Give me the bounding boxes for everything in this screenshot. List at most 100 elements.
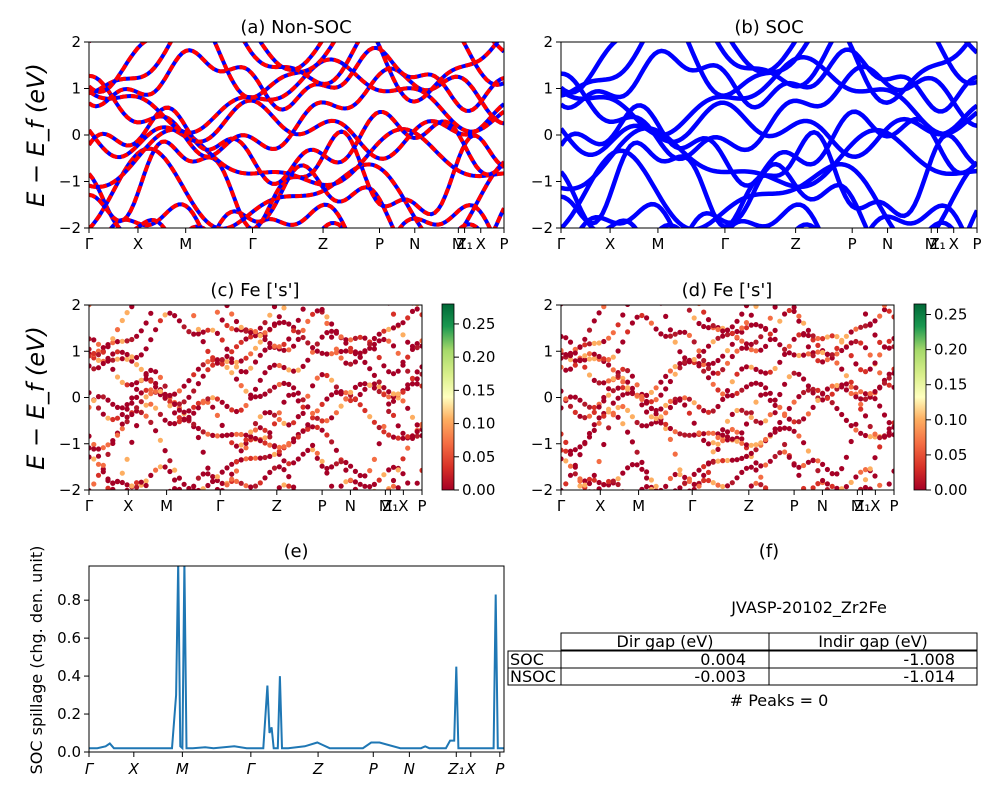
projection-point [319, 427, 325, 433]
projection-point [409, 376, 416, 382]
projection-point [648, 399, 655, 405]
projection-point [724, 457, 731, 464]
projection-point [310, 410, 316, 416]
projection-point [729, 379, 735, 385]
projection-point [296, 497, 301, 502]
projection-point [834, 351, 840, 357]
projection-point [568, 501, 573, 506]
projection-point [615, 481, 621, 488]
x-tick-label: N [409, 235, 420, 253]
projection-point [616, 525, 621, 530]
band-line [561, 100, 977, 159]
projection-point [157, 388, 163, 394]
projection-point [162, 448, 168, 454]
table-header-indir: Indir gap (eV) [818, 632, 928, 651]
projection-point [786, 343, 792, 349]
projection-point [257, 325, 263, 331]
projection-point [577, 357, 583, 363]
projection-point [782, 411, 788, 417]
projection-point [310, 311, 316, 317]
projection-point [338, 391, 344, 397]
projection-point [371, 346, 377, 352]
projection-point [143, 376, 149, 382]
projection-point [891, 366, 894, 372]
projection-point [786, 350, 792, 356]
projection-point [858, 469, 864, 475]
projection-point [238, 431, 244, 438]
projection-point [577, 452, 583, 458]
projection-point [248, 395, 254, 401]
projection-point [629, 373, 636, 379]
projection-point [200, 471, 206, 477]
projection-point [739, 387, 745, 393]
projection-point [824, 395, 831, 401]
y-tick-label: 0.0 [57, 743, 81, 761]
projection-point [148, 419, 154, 425]
projection-point [414, 422, 420, 428]
projection-point [696, 353, 702, 359]
projection-point [801, 462, 807, 469]
projection-point [862, 396, 869, 402]
projection-point [172, 391, 178, 397]
projection-point [625, 511, 630, 516]
projection-point [89, 346, 92, 352]
projection-point [262, 454, 268, 461]
projection-point [286, 442, 292, 448]
projection-point [176, 486, 182, 490]
projection-point [815, 342, 821, 348]
projection-point [639, 459, 645, 465]
panel-c-yticks: 210−1−2 [59, 296, 89, 499]
projection-point [610, 376, 616, 382]
projection-point [148, 391, 154, 397]
projection-point [315, 295, 320, 300]
projection-point [281, 380, 287, 386]
projection-point [658, 494, 663, 499]
projection-point [291, 328, 297, 334]
projection-point [791, 462, 797, 468]
projection-point [561, 364, 564, 370]
projection-point [805, 383, 812, 389]
projection-point [114, 356, 121, 362]
projection-point [720, 521, 725, 526]
projection-point [582, 342, 588, 348]
projection-point [867, 322, 873, 328]
projection-point [124, 456, 130, 462]
projection-point [405, 368, 411, 374]
projection-point [176, 318, 182, 324]
projection-point [829, 483, 835, 489]
projection-point [167, 468, 173, 475]
projection-point [667, 398, 674, 404]
projection-point [886, 338, 892, 344]
projection-point [291, 484, 297, 490]
projection-point [153, 384, 159, 390]
projection-point [862, 345, 869, 351]
projection-point [233, 443, 240, 449]
projection-point [262, 475, 268, 481]
projection-point [815, 397, 821, 403]
projection-point [271, 362, 278, 368]
projection-point [758, 347, 764, 353]
projection-point [686, 357, 693, 363]
projection-point [634, 462, 640, 468]
projection-point [158, 290, 163, 295]
projection-point [381, 429, 387, 435]
x-tick-label: X [133, 235, 143, 253]
x-tick-label: M [176, 760, 189, 778]
projection-point [748, 347, 754, 353]
projection-point [200, 449, 206, 455]
projection-point [195, 487, 201, 490]
projection-point [348, 281, 353, 286]
projection-point [248, 455, 254, 461]
projection-point [291, 392, 297, 398]
projection-point [291, 368, 297, 374]
projection-point [386, 401, 392, 407]
projection-point [181, 383, 187, 389]
projection-point [796, 273, 801, 278]
projection-point [291, 420, 297, 426]
projection-point [696, 467, 702, 473]
projection-point [201, 279, 206, 284]
projection-point [748, 442, 754, 448]
projection-point [214, 357, 220, 363]
projection-point [334, 491, 339, 496]
